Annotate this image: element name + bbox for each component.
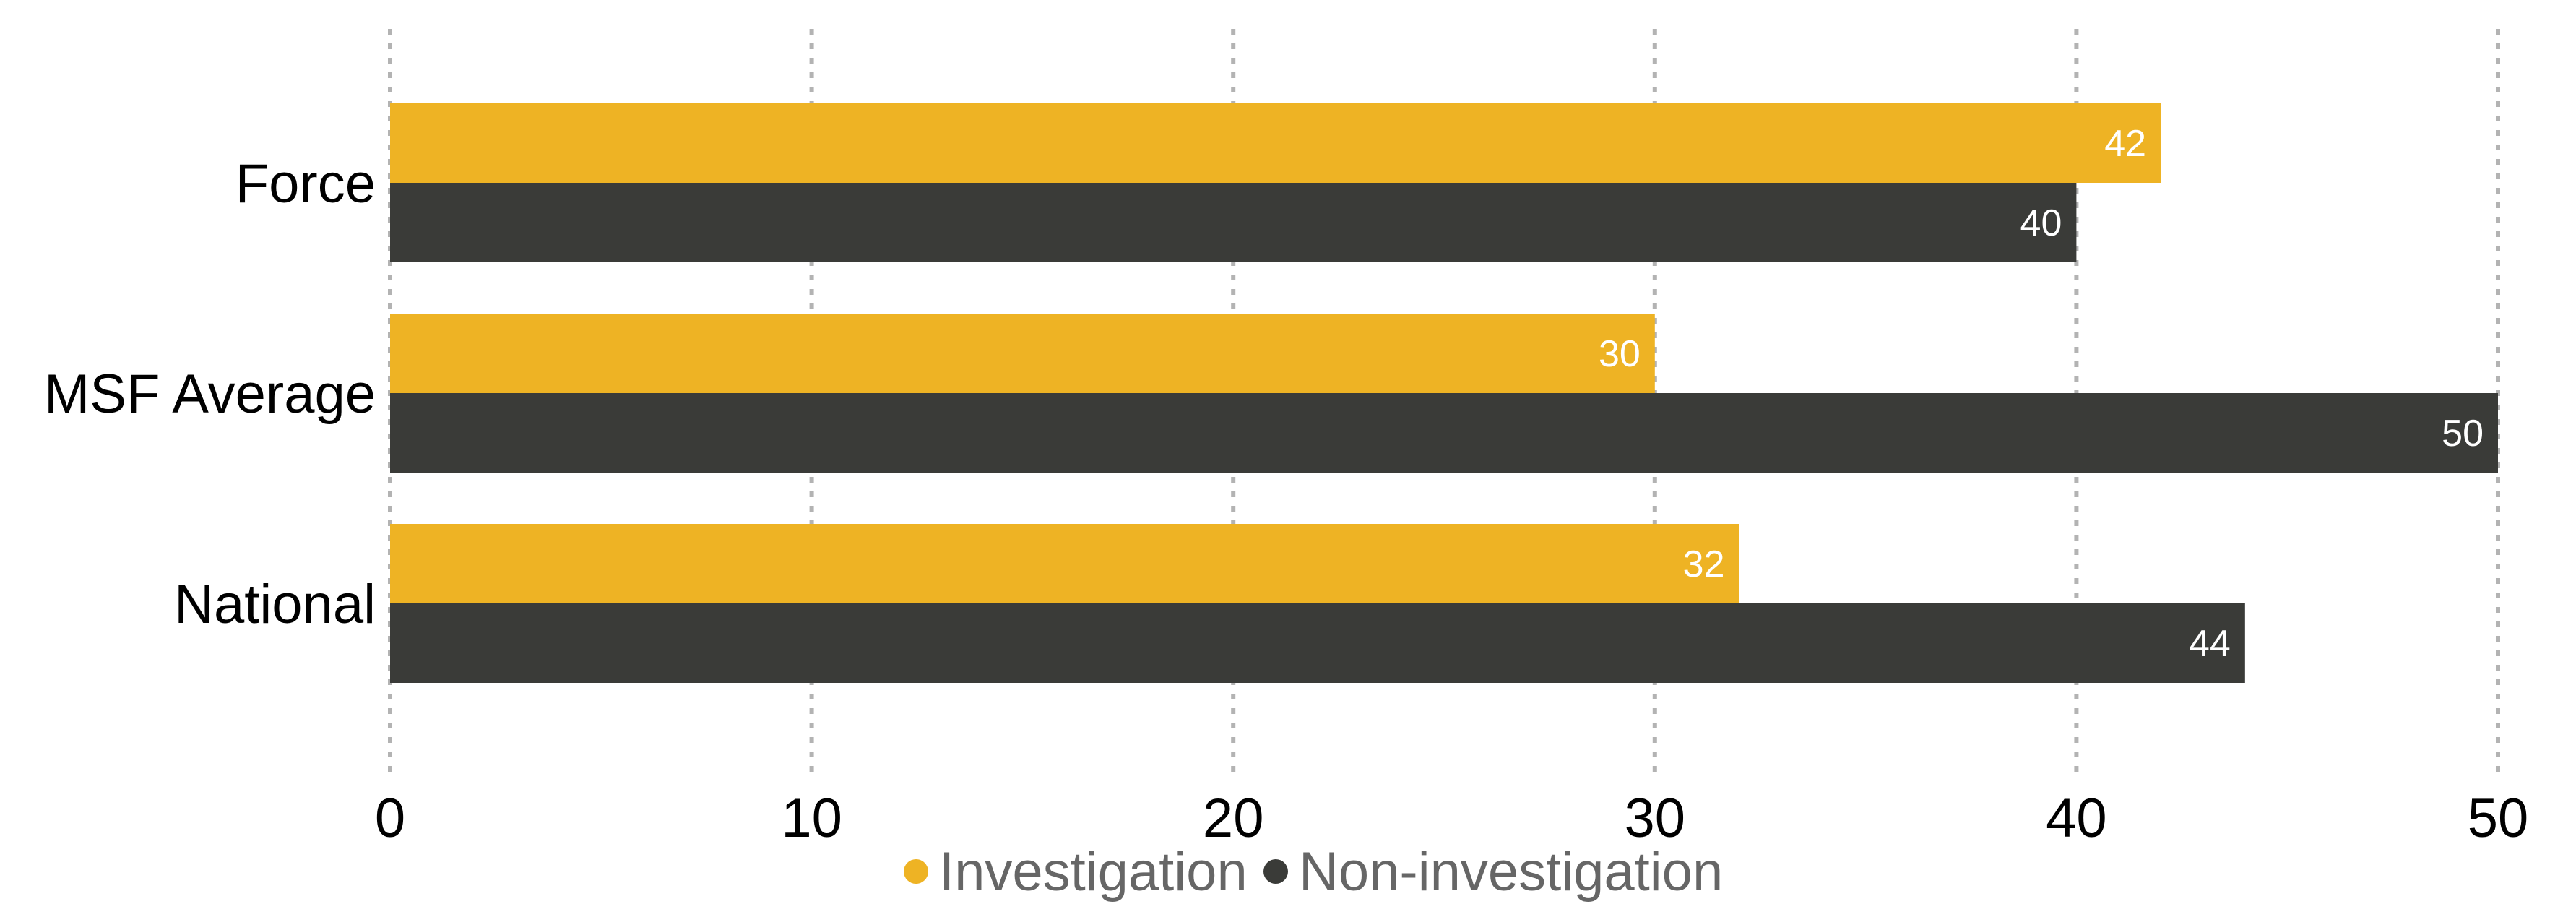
bars (390, 103, 2498, 683)
x-tick-label: 0 (375, 788, 405, 849)
bar-non-investigation-msf-average (390, 393, 2498, 473)
data-labels: 42 40 30 50 32 44 (1599, 123, 2484, 665)
bar-value-label: 30 (1599, 333, 1641, 375)
x-tick-label: 40 (2046, 788, 2107, 849)
category-labels: Force MSF Average National (44, 153, 376, 635)
legend: Investigation Non-investigation (904, 841, 1723, 903)
legend-marker (1263, 859, 1288, 884)
bar-investigation-force (390, 103, 2161, 183)
bar-value-label: 40 (2020, 202, 2062, 244)
x-tick-label: 20 (1203, 788, 1264, 849)
bar-investigation-national (390, 524, 1739, 603)
x-tick-label: 50 (2468, 788, 2529, 849)
legend-label: Non-investigation (1299, 841, 1723, 903)
x-tick-label: 10 (781, 788, 842, 849)
category-label: Force (235, 153, 376, 215)
legend-marker (904, 859, 928, 884)
bar-value-label: 44 (2189, 623, 2231, 665)
legend-label: Investigation (939, 841, 1248, 903)
bar-non-investigation-force (390, 183, 2077, 262)
bar-value-label: 50 (2442, 413, 2484, 455)
category-label: MSF Average (44, 363, 376, 425)
bar-investigation-msf-average (390, 314, 1655, 393)
bar-value-label: 32 (1683, 543, 1725, 585)
x-tick-label: 30 (1625, 788, 1686, 849)
category-label: National (174, 574, 376, 635)
bar-value-label: 42 (2104, 123, 2146, 165)
bar-non-investigation-national (390, 603, 2245, 683)
x-axis-ticks: 0 10 20 30 40 50 (375, 788, 2528, 849)
